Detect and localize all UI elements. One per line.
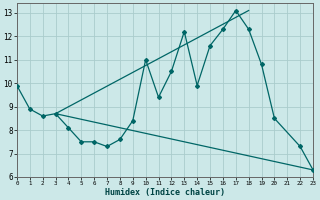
X-axis label: Humidex (Indice chaleur): Humidex (Indice chaleur): [105, 188, 225, 197]
